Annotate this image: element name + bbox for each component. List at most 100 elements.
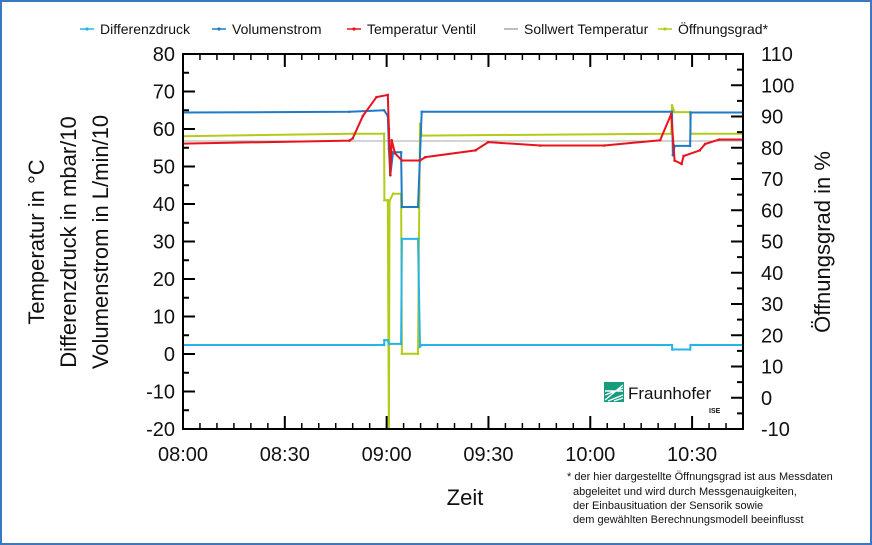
y-tick-label-left: 30 (153, 232, 175, 254)
y-tick-label-right: 100 (761, 75, 794, 97)
data-point (670, 110, 674, 114)
y-tick-label-left: 80 (153, 44, 175, 66)
y-tick-label-right: 40 (761, 263, 783, 285)
data-point (486, 140, 490, 144)
x-tick-label: 09:30 (463, 444, 513, 466)
logo-sub: ISE (709, 408, 721, 415)
x-axis-title: Zeit (447, 485, 484, 510)
data-point (348, 139, 351, 142)
data-point (418, 159, 422, 162)
y-axis-title-right: Öffnungsgrad in % (810, 151, 835, 333)
y-tick-label-right: 50 (761, 232, 783, 254)
y-tick-label-left: -20 (146, 419, 175, 441)
data-point (420, 343, 424, 347)
data-point (387, 127, 391, 131)
data-point (416, 237, 420, 241)
x-tick-label: 10:00 (565, 444, 615, 466)
data-point (387, 342, 391, 346)
data-point (424, 155, 427, 159)
footnote-line: der Einbausituation der Sensorik sowie (573, 500, 763, 512)
data-point (682, 154, 685, 158)
y-tick-label-left: 10 (153, 307, 175, 329)
y-tick-label-right: 70 (761, 169, 783, 191)
logo-text: Fraunhofer (628, 384, 711, 403)
x-tick-label: 10:30 (667, 444, 717, 466)
y-tick-label-right: 30 (761, 294, 783, 316)
footnote: * der hier dargestellte Öffnungsgrad ist… (567, 471, 833, 526)
data-point (474, 149, 477, 152)
y-tick-label-right: 0 (761, 388, 772, 410)
x-tick-label: 08:00 (158, 444, 208, 466)
legend-marker (352, 27, 356, 31)
fraunhofer-logo-mark (604, 382, 624, 402)
data-point (658, 138, 662, 142)
y-axis-title-pressure: Differenzdruck in mbar/10 (56, 116, 81, 368)
series-group (183, 93, 743, 437)
y-tick-label-left: -10 (146, 382, 175, 404)
data-point (418, 345, 422, 348)
y-tick-label-right: 60 (761, 200, 783, 222)
data-point (689, 111, 692, 114)
data-point (391, 192, 395, 195)
y-tick-label-right: 20 (761, 325, 783, 347)
legend-marker (217, 27, 221, 31)
data-point (382, 132, 386, 135)
fraunhofer-logo: Fraunhofer ISE (604, 382, 721, 415)
data-point (382, 343, 386, 347)
data-point (688, 144, 692, 148)
data-point (670, 348, 674, 351)
data-point (416, 205, 420, 209)
legend-label: Öffnungsgrad* (678, 20, 769, 37)
legend-item: Temperatur Ventil (347, 21, 476, 37)
y-axis-title-temperature: Temperatur in °C (24, 159, 49, 324)
legend-item: Sollwert Temperatur (504, 21, 649, 37)
data-point (688, 348, 692, 351)
data-point (673, 110, 676, 114)
data-point (390, 138, 394, 142)
y-axis-title-flow: Volumenstrom in L/min/10 (88, 115, 113, 369)
data-point (670, 343, 674, 347)
y-tick-label-left: 0 (164, 344, 175, 366)
data-point (386, 93, 390, 97)
series-line-volumenstrom (183, 109, 743, 208)
legend-label: Volumenstrom (232, 21, 321, 37)
legend: Differenzdruck Volumenstrom Temperatur Ven… (80, 20, 769, 37)
data-point (383, 198, 386, 202)
data-point (382, 108, 386, 112)
x-tick-label: 08:30 (260, 444, 310, 466)
data-point (348, 110, 351, 114)
legend-item: Volumenstrom (212, 21, 321, 37)
data-point (389, 173, 392, 177)
data-point (383, 338, 386, 342)
y-tick-label-left: 50 (153, 157, 175, 179)
legend-item: Öffnungsgrad* (658, 20, 769, 37)
y-tick-label-right: 110 (761, 44, 793, 66)
data-point (386, 338, 390, 342)
data-point (538, 144, 542, 147)
data-point (400, 237, 404, 241)
data-point (420, 110, 424, 114)
y-tick-label-right: 10 (761, 357, 783, 379)
footnote-line: dem gewählten Berechnungsmodell beeinflu… (573, 514, 804, 526)
x-tick-label: 09:00 (362, 444, 412, 466)
plot-area (183, 93, 743, 437)
legend-marker (85, 27, 89, 31)
data-point (388, 199, 391, 203)
data-point (388, 434, 391, 437)
data-point (400, 352, 404, 355)
footnote-line: * der hier dargestellte Öffnungsgrad ist… (567, 471, 833, 483)
data-point (689, 343, 692, 347)
data-point (680, 162, 683, 166)
series-line-temperatur-ventil (183, 93, 743, 176)
data-point (703, 142, 707, 146)
data-point (698, 149, 702, 152)
data-point (670, 103, 674, 107)
plot-border (182, 53, 744, 430)
legend-label: Sollwert Temperatur (524, 21, 649, 37)
data-point (351, 137, 354, 140)
legend-label: Differenzdruck (100, 21, 191, 37)
y-tick-label-left: 20 (153, 269, 175, 291)
data-point (399, 342, 403, 346)
